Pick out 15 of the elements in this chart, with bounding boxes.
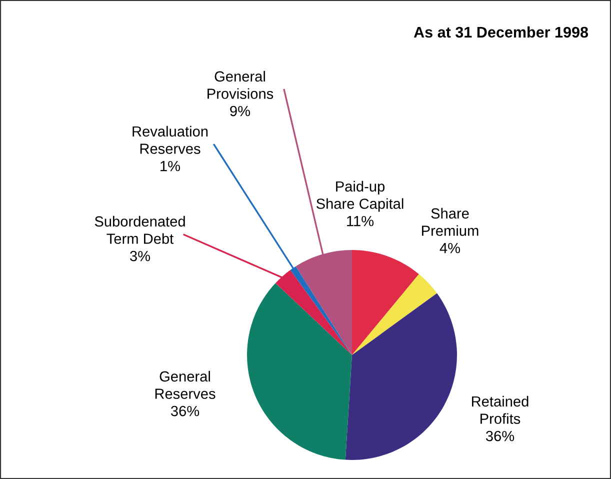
slice-label: Retained Profits — [472, 396, 528, 424]
slice-label: General Provisions — [208, 70, 274, 99]
data-label: 36% — [486, 430, 514, 442]
data-label: 1% — [160, 160, 180, 172]
slice-label: Share Premium — [422, 208, 478, 236]
slice-label: Subordenated Term Debt — [94, 216, 185, 244]
slice-label: Paid-up Share Capital — [316, 180, 404, 212]
data-label: 36% — [170, 406, 200, 416]
data-label: 9% — [230, 106, 250, 116]
slice-label: General Reserves — [155, 370, 216, 399]
data-label: 4% — [440, 242, 460, 254]
data-label: 3% — [130, 250, 150, 262]
data-label: 11% — [347, 216, 374, 226]
chart-title: As at 31 December 1998 — [414, 26, 588, 38]
slice-label: Revaluation Reserves — [132, 126, 208, 154]
